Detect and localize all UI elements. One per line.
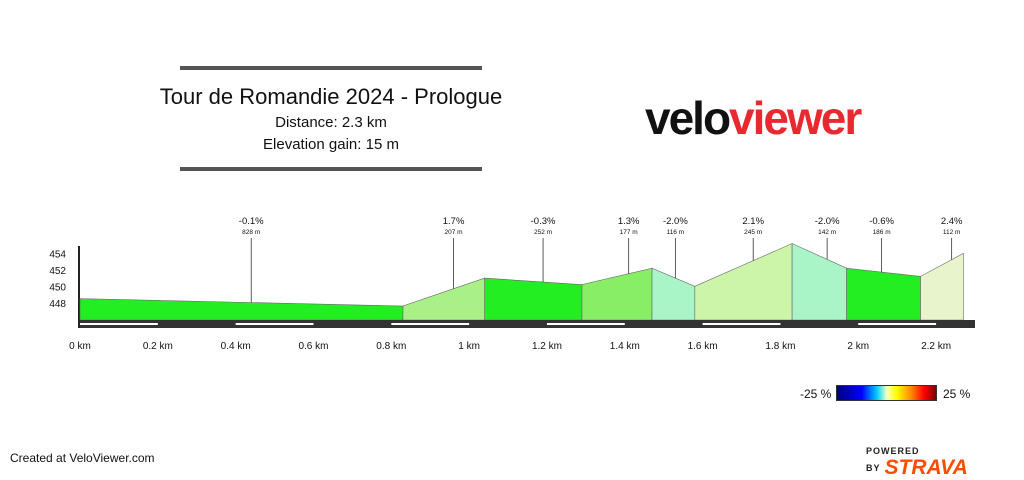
road-dash-3 [391,323,470,325]
segment-gradient-label-9: 2.4% [941,216,963,227]
segment-length-label-1: 828 m [242,229,260,236]
powered-by-label: POWERED BY [866,446,920,473]
x-tick-label-3: 0.6 km [298,341,328,352]
road-dash-4 [546,323,625,325]
segment-gradient-label-4: 1.3% [618,216,640,227]
distance-label: Distance: 2.3 km [275,114,387,131]
segment-gradient-label-3: -0.3% [531,216,556,227]
segment-length-label-6: 245 m [744,229,762,236]
profile-segment-3 [484,277,583,321]
y-tick-label-452: 452 [49,266,66,277]
veloviewer-logo: veloviewer [645,92,862,144]
segment-length-label-7: 142 m [818,229,836,236]
x-tick-label-5: 1 km [458,341,480,352]
title-rule-bottom [180,167,482,171]
elevation-gain-label: Elevation gain: 15 m [263,136,399,153]
x-tick-label-11: 2.2 km [921,341,951,352]
x-tick-label-0: 0 km [69,341,91,352]
road-dash-2 [235,323,314,325]
title-box: Tour de Romandie 2024 - Prologue Distanc… [160,66,502,174]
segment-length-label-8: 186 m [873,229,891,236]
x-tick-label-9: 1.8 km [765,341,795,352]
title-rule-top [180,66,482,70]
segment-gradient-label-2: 1.7% [443,216,465,227]
road-band [80,320,975,328]
profile-segment-6 [694,243,793,321]
segment-length-label-2: 207 m [445,229,463,236]
segment-length-label-5: 116 m [667,229,685,236]
segment-gradient-label-5: -2.0% [663,216,688,227]
x-tick-label-10: 2 km [847,341,869,352]
road-dash-5 [702,323,781,325]
logo-part-velo: velo [645,92,731,144]
profile-segment-5 [651,267,696,321]
legend-max-label: 25 % [943,387,971,401]
x-tick-label-8: 1.6 km [688,341,718,352]
segment-length-label-4: 177 m [620,229,638,236]
segment-length-label-9: 112 m [943,229,961,236]
chart-title: Tour de Romandie 2024 - Prologue [159,84,503,109]
elevation-profile-chart: -0.1% 828 m 1.7% 207 m -0.3% 252 m 1.3% 177 m -2… [49,216,975,352]
x-tick-label-2: 0.4 km [221,341,251,352]
powered-by-strava: POWERED BY STRAVA [866,446,1024,480]
x-tick-label-7: 1.4 km [610,341,640,352]
x-tick-label-6: 1.2 km [532,341,562,352]
y-tick-label-450: 450 [49,283,66,294]
x-tick-label-4: 0.8 km [376,341,406,352]
segment-gradient-label-1: -0.1% [239,216,264,227]
legend-min-label: -25 % [800,387,832,401]
segment-gradient-label-7: -2.0% [815,216,840,227]
strava-logo: STRAVA [884,456,968,479]
segment-length-label-3: 252 m [534,229,552,236]
y-tick-label-448: 448 [49,299,66,310]
road-dash-1 [80,323,158,325]
profile-segment-2 [402,277,485,321]
gradient-color-scale [836,385,937,401]
logo-part-viewer: viewer [729,92,862,144]
road-dash-6 [858,323,937,325]
profile-segment-4 [581,267,653,321]
profile-segment-7 [791,243,847,321]
profile-segment-1 [79,298,404,321]
created-at-label: Created at VeloViewer.com [10,451,155,465]
segment-gradient-label-6: 2.1% [742,216,764,227]
profile-segment-8 [846,267,921,321]
x-tick-label-1: 0.2 km [143,341,173,352]
y-tick-label-454: 454 [49,250,66,261]
segment-gradient-label-8: -0.6% [869,216,894,227]
profile-segment-9 [920,252,964,321]
